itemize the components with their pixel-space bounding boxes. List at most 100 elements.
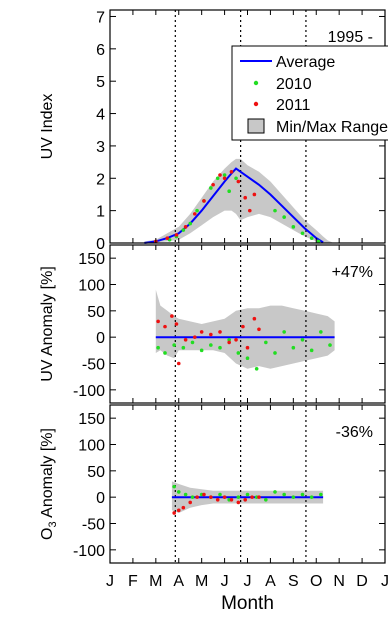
panel-annotation: +47%	[332, 264, 373, 281]
y-tick-label: 50	[87, 304, 105, 321]
point-2011	[236, 179, 241, 184]
point-2011	[229, 498, 234, 502]
point-2010	[282, 215, 286, 219]
x-tick-label: M	[149, 573, 162, 590]
point-2011	[199, 330, 204, 334]
point-2010	[218, 492, 222, 497]
x-tick-label: J	[106, 573, 114, 590]
point-2011	[202, 199, 206, 203]
point-2010	[195, 208, 199, 213]
point-2010	[264, 498, 268, 502]
y-tick-label: -100	[73, 543, 105, 560]
point-2010	[215, 176, 220, 181]
point-2010	[245, 492, 250, 497]
point-2011	[218, 330, 222, 334]
point-2011	[165, 236, 170, 240]
point-2010	[190, 340, 195, 345]
point-2011	[209, 495, 213, 499]
point-2010	[309, 495, 314, 499]
point-2010	[282, 330, 286, 334]
point-2010	[319, 492, 323, 497]
point-2011	[218, 173, 222, 177]
y-tick-label: 7	[96, 9, 105, 26]
point-2011	[227, 340, 231, 345]
point-2011	[202, 492, 206, 497]
point-2010	[190, 495, 195, 499]
point-2011	[192, 212, 197, 216]
x-tick-label: F	[128, 573, 138, 590]
point-2010	[264, 340, 268, 345]
point-2010	[176, 490, 181, 494]
y-tick-label: 0	[96, 236, 105, 253]
y-tick-label: 150	[78, 251, 105, 268]
point-2010	[319, 330, 323, 334]
point-2010	[183, 492, 188, 497]
legend-label: Min/Max Range	[276, 119, 388, 136]
y-tick-label: 5	[96, 74, 105, 91]
point-2010	[188, 221, 193, 226]
point-2011	[234, 338, 238, 342]
point-2011	[183, 225, 188, 229]
point-2010	[309, 348, 314, 353]
point-2010	[300, 492, 305, 497]
point-2010	[291, 345, 296, 350]
y-tick-label: 3	[96, 139, 105, 156]
point-2011	[252, 192, 257, 197]
x-tick-label: S	[288, 573, 299, 590]
x-tick-label: A	[173, 573, 184, 590]
point-2010	[209, 186, 213, 190]
panel-annotation: 1995 -	[328, 29, 373, 46]
point-2011	[243, 195, 248, 200]
point-2011	[156, 319, 160, 324]
y-tick-label: 100	[78, 438, 105, 455]
point-2011	[257, 327, 261, 332]
point-2010	[273, 351, 277, 355]
point-2010	[234, 176, 238, 181]
point-2011	[163, 324, 167, 329]
point-2010	[227, 189, 231, 194]
x-axis-label: Month	[221, 593, 274, 614]
y-axis-label: O3 Anomaly [%]	[39, 428, 59, 540]
point-2011	[245, 345, 250, 350]
point-2010	[328, 343, 332, 347]
point-2010	[273, 490, 277, 494]
panel-uv-anom: -100 -50 0 50 100 150 UV Anomaly [%] +47%	[39, 244, 386, 404]
panel-o3-anom: -100 -50 0 50 100 150 O3 Anomaly [%] -36%	[39, 404, 386, 564]
point-2010	[181, 345, 186, 350]
point-2010	[163, 351, 167, 355]
point-2010	[291, 495, 296, 499]
y-tick-label: 100	[78, 278, 105, 295]
point-2011	[209, 332, 213, 337]
y-tick-label: 2	[96, 171, 105, 188]
point-2010	[209, 343, 213, 347]
point-2010	[236, 495, 241, 499]
point-2011	[174, 233, 179, 237]
legend-swatch-2011	[253, 101, 259, 107]
point-2010	[291, 225, 296, 229]
legend-label: 2010	[276, 76, 312, 93]
point-2011	[250, 495, 254, 499]
point-2010	[222, 173, 227, 177]
point-2010	[273, 208, 277, 213]
point-2011	[215, 498, 220, 502]
y-tick-label: -50	[82, 357, 105, 374]
point-2010	[254, 366, 259, 371]
x-tick-label: J	[221, 573, 229, 590]
point-2011	[195, 495, 199, 499]
point-2011	[174, 322, 179, 326]
point-2011	[247, 208, 252, 213]
point-2011	[236, 500, 241, 505]
x-tick-label: D	[356, 573, 368, 590]
point-2010	[236, 351, 241, 355]
y-tick-label: -50	[82, 517, 105, 534]
point-2010	[316, 239, 321, 244]
point-2010	[156, 345, 160, 350]
point-2011	[243, 498, 248, 502]
x-tick-label: N	[333, 573, 345, 590]
point-2010	[309, 236, 314, 240]
y-tick-label: 1	[96, 204, 105, 221]
point-2011	[183, 338, 188, 342]
y-tick-label: 50	[87, 464, 105, 481]
